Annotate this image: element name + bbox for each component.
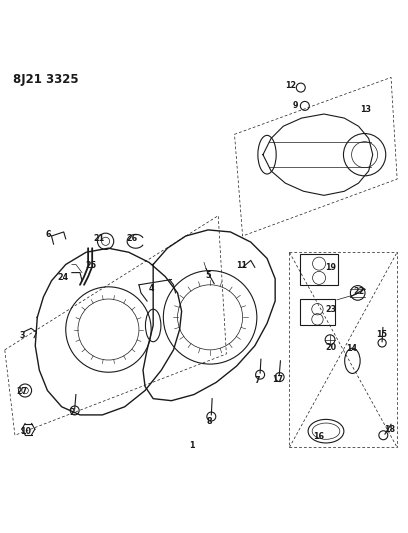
Text: 25: 25 [85, 261, 97, 270]
Text: 27: 27 [16, 387, 27, 396]
Text: 22: 22 [354, 287, 365, 296]
Text: 15: 15 [376, 330, 387, 340]
Text: 23: 23 [325, 305, 337, 314]
Text: 6: 6 [46, 230, 51, 239]
Text: 18: 18 [384, 425, 395, 434]
Text: 2: 2 [69, 408, 75, 417]
Text: 10: 10 [20, 427, 31, 437]
Text: 26: 26 [126, 235, 137, 244]
Text: 4: 4 [149, 285, 154, 293]
Text: 14: 14 [346, 344, 357, 353]
Text: 16: 16 [313, 432, 324, 441]
Text: 3: 3 [19, 331, 24, 340]
Text: 5: 5 [205, 271, 211, 280]
Text: 20: 20 [325, 343, 337, 351]
Text: 21: 21 [93, 235, 105, 244]
Text: 11: 11 [236, 261, 247, 270]
Text: 19: 19 [325, 263, 336, 272]
Text: 1: 1 [189, 441, 195, 450]
Text: 8: 8 [206, 417, 212, 426]
Text: 7: 7 [255, 376, 260, 385]
Text: 9: 9 [293, 101, 298, 110]
Text: 12: 12 [286, 81, 297, 90]
Text: 13: 13 [360, 104, 371, 114]
Text: 8J21 3325: 8J21 3325 [13, 74, 78, 86]
Text: 17: 17 [273, 375, 284, 384]
Text: 24: 24 [57, 273, 68, 282]
